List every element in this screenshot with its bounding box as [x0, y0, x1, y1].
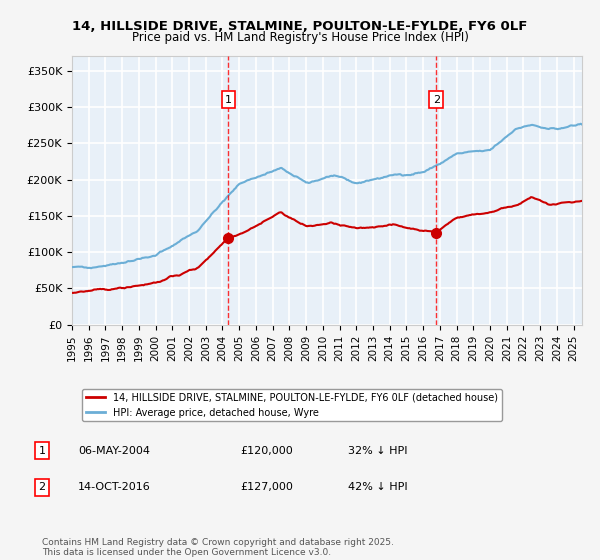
Text: £127,000: £127,000 — [240, 482, 293, 492]
Text: 14-OCT-2016: 14-OCT-2016 — [78, 482, 151, 492]
Text: 2: 2 — [38, 482, 46, 492]
Text: 06-MAY-2004: 06-MAY-2004 — [78, 446, 150, 456]
Text: 42% ↓ HPI: 42% ↓ HPI — [348, 482, 407, 492]
Text: £120,000: £120,000 — [240, 446, 293, 456]
Text: 1: 1 — [225, 95, 232, 105]
Text: Contains HM Land Registry data © Crown copyright and database right 2025.
This d: Contains HM Land Registry data © Crown c… — [42, 538, 394, 557]
Text: 14, HILLSIDE DRIVE, STALMINE, POULTON-LE-FYLDE, FY6 0LF: 14, HILLSIDE DRIVE, STALMINE, POULTON-LE… — [73, 20, 527, 32]
Text: Price paid vs. HM Land Registry's House Price Index (HPI): Price paid vs. HM Land Registry's House … — [131, 31, 469, 44]
Text: 1: 1 — [38, 446, 46, 456]
Text: 32% ↓ HPI: 32% ↓ HPI — [348, 446, 407, 456]
Text: 2: 2 — [433, 95, 440, 105]
Legend: 14, HILLSIDE DRIVE, STALMINE, POULTON-LE-FYLDE, FY6 0LF (detached house), HPI: A: 14, HILLSIDE DRIVE, STALMINE, POULTON-LE… — [82, 389, 502, 422]
